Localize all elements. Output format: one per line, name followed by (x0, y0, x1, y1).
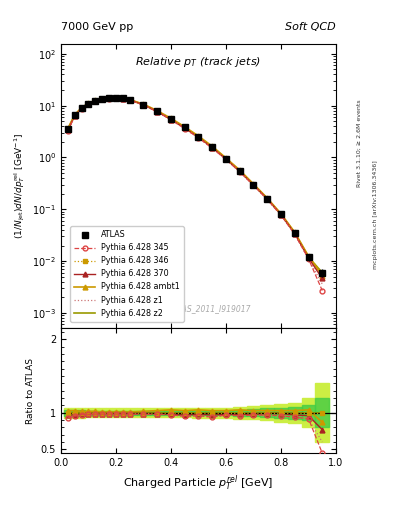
Bar (274, 408, 288, 418)
Bar (137, 409, 150, 417)
Bar (288, 407, 302, 419)
Text: Relative $p_T$ (track jets): Relative $p_T$ (track jets) (136, 55, 261, 69)
Bar (260, 406, 274, 420)
Bar (78, 410, 85, 416)
Bar (178, 411, 192, 415)
Bar (219, 408, 233, 418)
Bar (302, 398, 315, 428)
Bar (64, 410, 71, 416)
Bar (150, 409, 164, 417)
Bar (71, 410, 78, 416)
Bar (233, 407, 247, 419)
Bar (119, 411, 126, 415)
Text: Rivet 3.1.10; ≥ 2.6M events: Rivet 3.1.10; ≥ 2.6M events (357, 99, 362, 187)
Bar (205, 411, 219, 415)
Bar (192, 408, 205, 418)
Bar (78, 408, 85, 418)
Bar (219, 411, 233, 415)
Bar (274, 404, 288, 421)
Bar (260, 409, 274, 417)
Legend: ATLAS, Pythia 6.428 345, Pythia 6.428 346, Pythia 6.428 370, Pythia 6.428 ambt1,: ATLAS, Pythia 6.428 345, Pythia 6.428 34… (70, 226, 184, 322)
Bar (247, 409, 260, 416)
Bar (99, 409, 106, 417)
Bar (302, 406, 315, 420)
Bar (85, 411, 92, 415)
Bar (247, 406, 260, 419)
Bar (119, 409, 126, 417)
Bar (178, 409, 192, 417)
Text: 7000 GeV pp: 7000 GeV pp (61, 22, 133, 32)
Bar (205, 408, 219, 418)
Bar (99, 411, 106, 415)
Bar (92, 409, 99, 417)
Bar (137, 411, 150, 415)
X-axis label: Charged Particle $p_T^{rel}$ [GeV]: Charged Particle $p_T^{rel}$ [GeV] (123, 474, 274, 493)
Text: Soft QCD: Soft QCD (285, 22, 336, 32)
Bar (164, 411, 178, 415)
Y-axis label: $(1/N_\mathrm{jet})dN/dp_T^\mathrm{rel}\ [\mathrm{GeV}^{-1}]$: $(1/N_\mathrm{jet})dN/dp_T^\mathrm{rel}\… (12, 133, 26, 239)
Bar (112, 409, 119, 417)
Bar (126, 409, 137, 417)
Bar (85, 409, 92, 417)
Text: ATLAS_2011_I919017: ATLAS_2011_I919017 (168, 304, 251, 313)
Bar (71, 408, 78, 418)
Y-axis label: Ratio to ATLAS: Ratio to ATLAS (26, 358, 35, 424)
Bar (288, 402, 302, 423)
Bar (192, 411, 205, 415)
Text: mcplots.cern.ch [arXiv:1306.3436]: mcplots.cern.ch [arXiv:1306.3436] (373, 161, 378, 269)
Bar (106, 411, 112, 415)
Bar (315, 398, 329, 428)
Bar (106, 409, 112, 417)
Bar (150, 411, 164, 415)
Bar (112, 411, 119, 415)
Bar (126, 411, 137, 415)
Bar (92, 411, 99, 415)
Bar (64, 408, 71, 418)
Bar (164, 409, 178, 417)
Bar (315, 383, 329, 442)
Bar (233, 410, 247, 416)
